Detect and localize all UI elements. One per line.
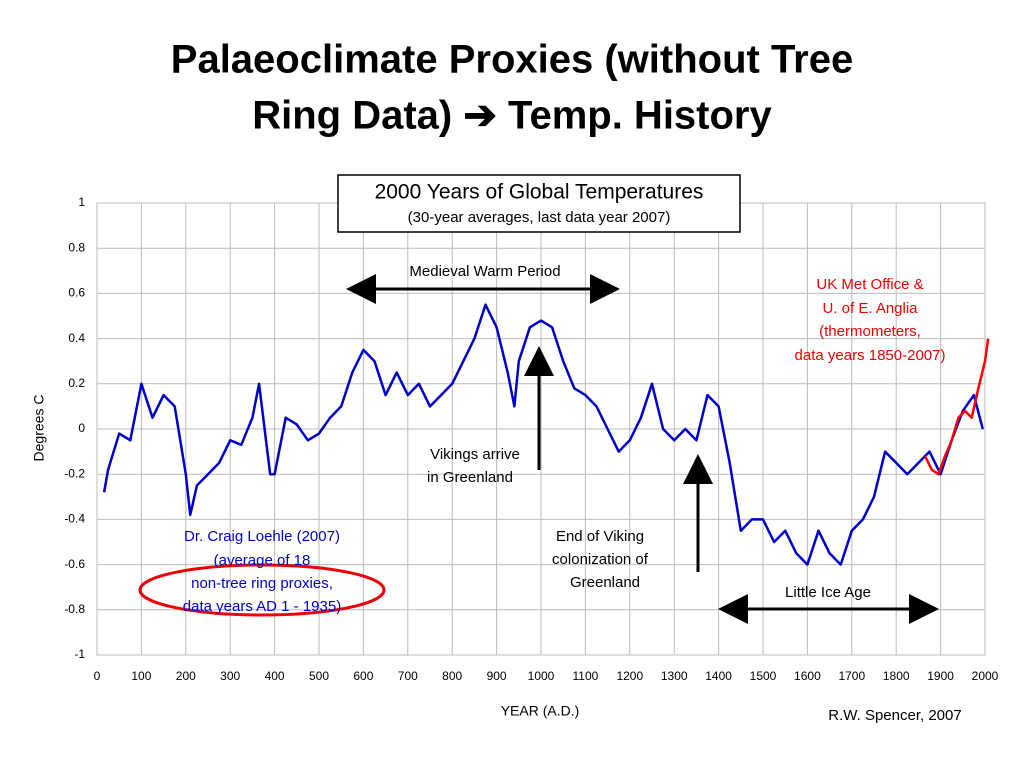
x-tick-label: 1100 — [572, 669, 598, 683]
y-tick-label: 0.2 — [68, 376, 85, 390]
annotation: data years 1850-2007) — [795, 347, 946, 364]
annotation: End of Viking — [556, 528, 644, 545]
y-tick-label: 0 — [78, 421, 85, 435]
annotation: colonization of — [552, 551, 649, 568]
y-axis-label: Degrees C — [31, 395, 47, 462]
x-tick-label: 900 — [487, 669, 507, 683]
x-tick-label: 0 — [94, 669, 101, 683]
x-tick-label: 1700 — [838, 669, 865, 683]
annotation: Vikings arrive — [430, 446, 520, 463]
y-tick-label: 0.4 — [68, 331, 85, 345]
x-axis-label: YEAR (A.D.) — [501, 703, 580, 719]
x-tick-label: 600 — [353, 669, 373, 683]
x-tick-label: 800 — [442, 669, 462, 683]
annotation: data years AD 1 - 1935) — [183, 598, 341, 615]
x-tick-label: 200 — [176, 669, 196, 683]
slide-title: Ring Data) ➔ Temp. History — [252, 94, 772, 138]
x-tick-label: 1000 — [528, 669, 555, 683]
chart-title-box — [337, 174, 741, 233]
annotation: Greenland — [570, 574, 640, 591]
chart-title: 2000 Years of Global Temperatures — [375, 181, 704, 204]
x-tick-label: 2000 — [972, 669, 999, 683]
x-tick-label: 300 — [220, 669, 240, 683]
x-tick-label: 1900 — [927, 669, 954, 683]
y-tick-label: -0.2 — [64, 466, 85, 480]
y-tick-label: 1 — [78, 195, 85, 209]
annotation: Medieval Warm Period — [409, 263, 560, 280]
y-tick-label: -0.8 — [64, 602, 85, 616]
y-tick-label: -0.6 — [64, 557, 85, 571]
y-tick-label: -0.4 — [64, 512, 85, 526]
annotation: Dr. Craig Loehle (2007) — [184, 528, 340, 545]
slide-title: Palaeoclimate Proxies (without Tree — [171, 38, 853, 82]
x-tick-label: 700 — [398, 669, 418, 683]
y-tick-label: 0.8 — [68, 240, 85, 254]
x-tick-label: 100 — [131, 669, 151, 683]
annotation: non-tree ring proxies, — [191, 575, 333, 592]
x-tick-label: 1200 — [616, 669, 643, 683]
x-tick-label: 1300 — [661, 669, 688, 683]
x-tick-label: 1400 — [705, 669, 732, 683]
annotation: (thermometers, — [819, 323, 921, 340]
x-tick-label: 1800 — [883, 669, 910, 683]
x-tick-label: 500 — [309, 669, 329, 683]
annotation: U. of E. Anglia — [822, 300, 918, 317]
x-tick-label: 1600 — [794, 669, 821, 683]
x-tick-label: 1500 — [750, 669, 777, 683]
y-tick-label: -1 — [74, 647, 85, 661]
annotation: in Greenland — [427, 469, 513, 486]
y-tick-label: 0.6 — [68, 286, 85, 300]
chart-subtitle: (30-year averages, last data year 2007) — [408, 209, 671, 226]
x-tick-label: 400 — [265, 669, 285, 683]
series-line — [923, 338, 990, 476]
annotation: Little Ice Age — [785, 584, 871, 601]
series-line — [102, 303, 984, 566]
annotation: R.W. Spencer, 2007 — [828, 707, 961, 724]
annotation: UK Met Office & — [816, 276, 923, 293]
annotation: (average of 18 — [214, 552, 311, 569]
highlight-ellipse — [138, 563, 386, 617]
